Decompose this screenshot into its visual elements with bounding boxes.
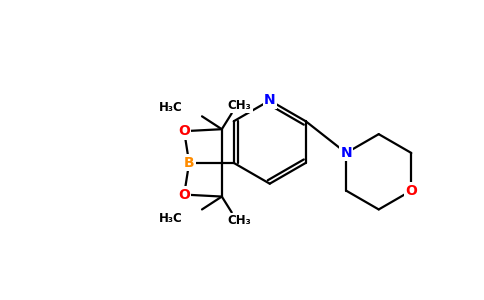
Text: O: O <box>178 188 190 202</box>
Text: CH₃: CH₃ <box>228 99 252 112</box>
Text: H₃C: H₃C <box>158 212 182 225</box>
Text: B: B <box>184 156 195 170</box>
Text: N: N <box>264 94 275 107</box>
Text: CH₃: CH₃ <box>228 214 252 227</box>
Text: H₃C: H₃C <box>158 101 182 114</box>
Text: N: N <box>340 146 352 160</box>
Text: O: O <box>406 184 417 198</box>
Text: O: O <box>178 124 190 138</box>
